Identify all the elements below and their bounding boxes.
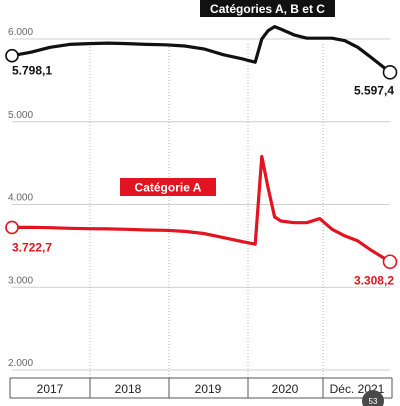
legend-badge-red xyxy=(120,178,216,196)
y-tick-label: 6.000 xyxy=(8,27,33,38)
start-label-red: 3.722,7 xyxy=(12,240,52,254)
y-tick-label: 4.000 xyxy=(8,193,33,204)
end-label-red: 3.308,2 xyxy=(354,274,394,288)
legend-badge-black xyxy=(200,0,335,17)
start-marker xyxy=(5,220,19,235)
y-tick-label: 5.000 xyxy=(8,110,33,121)
end-marker xyxy=(382,65,398,80)
series-line-red xyxy=(10,154,392,264)
series-line-black xyxy=(10,25,392,74)
x-tick-label: 2017 xyxy=(37,382,64,396)
y-tick-label: 2.000 xyxy=(8,358,33,369)
x-tick-label: 2020 xyxy=(272,382,299,396)
x-tick-label: 2019 xyxy=(195,382,222,396)
end-label-black: 5.597,4 xyxy=(354,83,394,97)
start-marker xyxy=(5,48,19,63)
page-badge-label: 53 xyxy=(369,397,378,406)
end-marker xyxy=(382,254,398,270)
start-label-black: 5.798,1 xyxy=(12,64,52,78)
page-badge xyxy=(362,390,384,406)
x-tick-label: 2018 xyxy=(115,382,142,396)
y-tick-label: 3.000 xyxy=(8,275,33,286)
legend-label-black: Catégories A, B et C xyxy=(210,2,325,16)
legend-label-red: Catégorie A xyxy=(135,181,202,195)
